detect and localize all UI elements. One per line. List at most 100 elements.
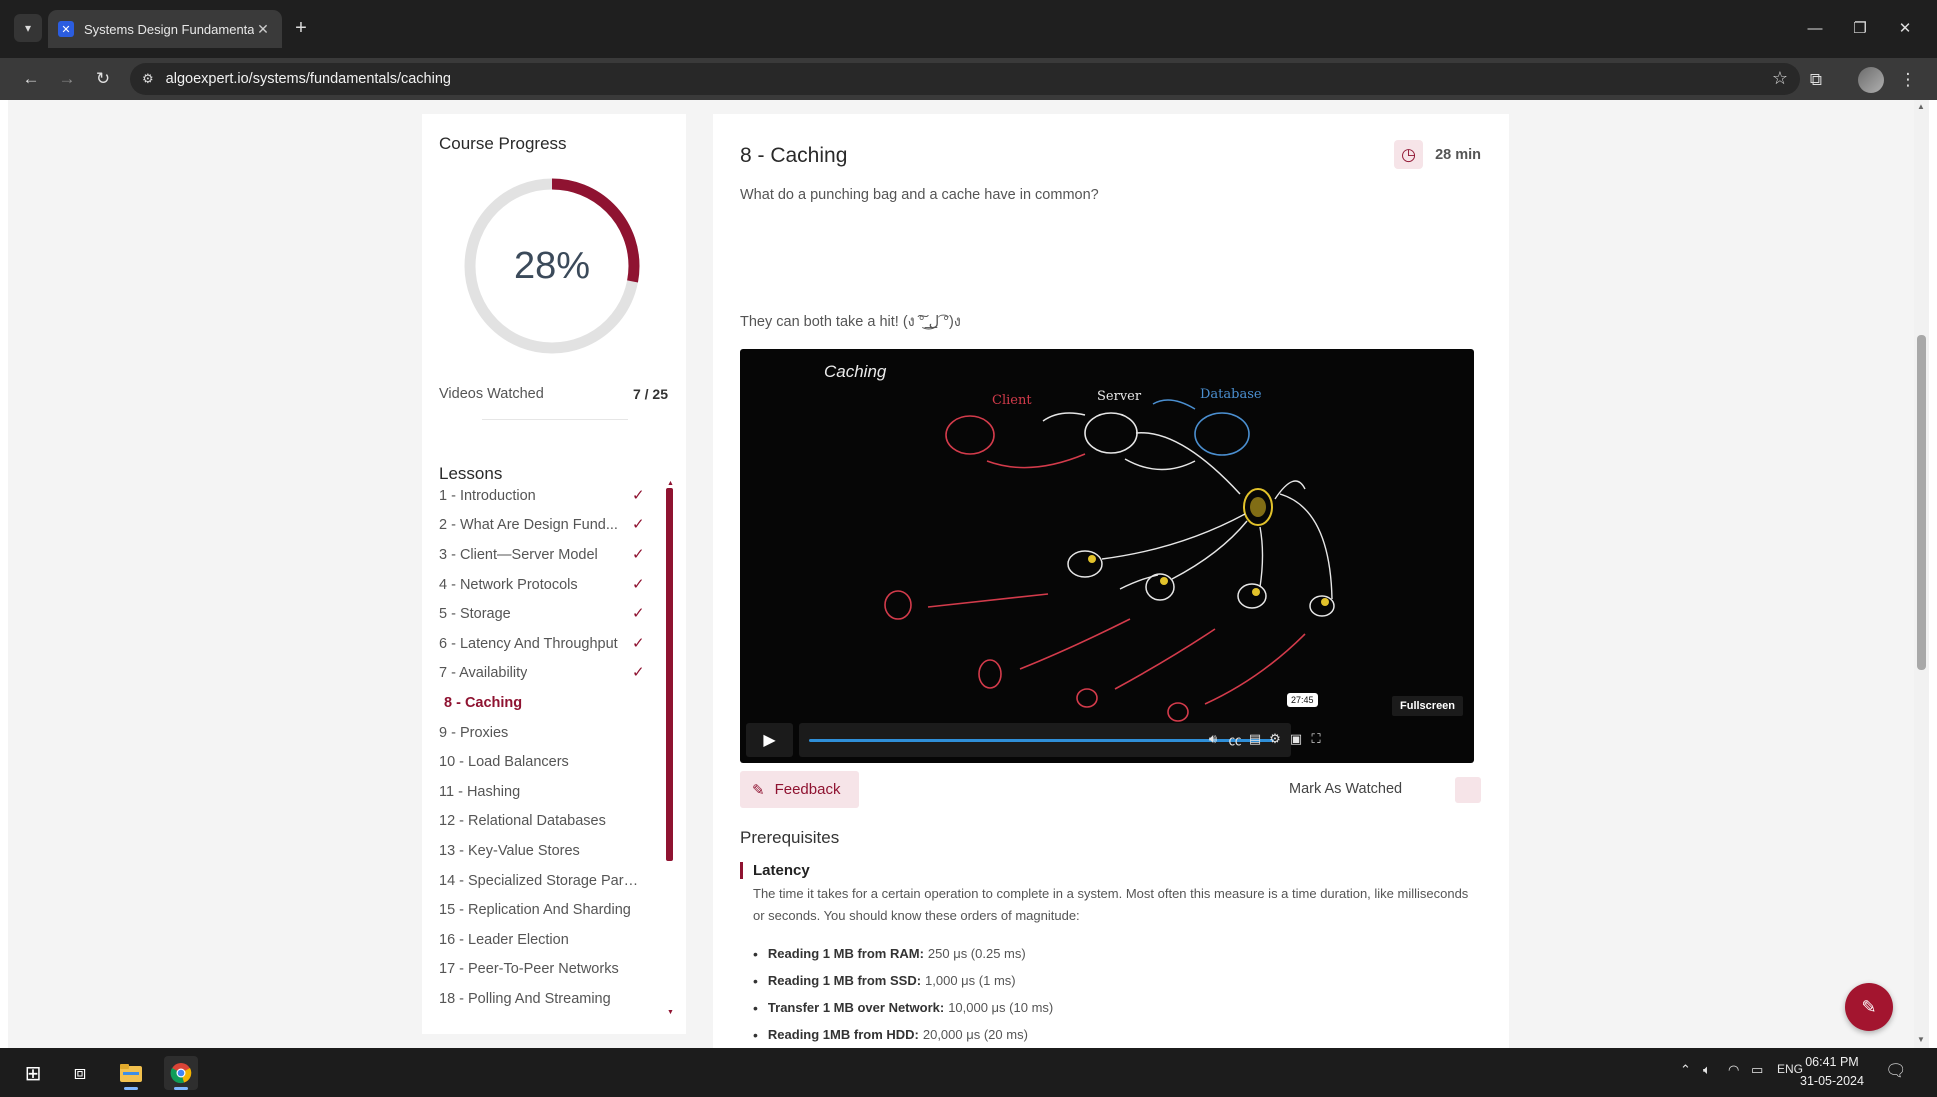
page-scroll-thumb[interactable] [1917, 335, 1926, 670]
page-scrollbar[interactable]: ▲ ▼ [1914, 100, 1929, 1048]
lesson-item[interactable]: 5 - Storage ✓ [439, 599, 654, 629]
reload-icon[interactable]: ↻ [95, 69, 111, 88]
whiteboard-server-label: Server [1097, 389, 1142, 404]
url-text[interactable]: algoexpert.io/systems/fundamentals/cachi… [165, 71, 451, 87]
checkmark-icon: ✓ [632, 664, 645, 682]
site-info-icon[interactable]: ⚙ [142, 71, 154, 86]
lessons-scroll-down-icon[interactable]: ▼ [667, 1009, 674, 1016]
lesson-joke-answer: They can both take a hit! (ง ͠° ͟ل͜ ͡°)ง [740, 314, 961, 330]
bookmark-star-icon[interactable]: ☆ [1771, 68, 1788, 88]
lesson-label: 10 - Load Balancers [439, 754, 569, 771]
notifications-icon[interactable]: 🗨︎ [1885, 1061, 1907, 1080]
captions-icon[interactable]: ㏄ [1228, 732, 1242, 748]
fullscreen-icon[interactable]: ⛶ [1311, 731, 1321, 746]
latency-description: The time it takes for a certain operatio… [753, 886, 1469, 923]
lesson-item[interactable]: 9 - Proxies [439, 718, 654, 748]
lesson-item[interactable]: 8 - Caching [439, 688, 654, 718]
lesson-item[interactable]: 18 - Polling And Streaming [439, 984, 654, 1014]
address-bar[interactable]: ⚙ algoexpert.io/systems/fundamentals/cac… [130, 63, 1800, 95]
windows-start-icon[interactable]: ⊞ [24, 1062, 42, 1085]
latency-fact-item: Reading 1MB from HDD:20,000 μs (20 ms) [753, 1021, 1072, 1048]
feedback-button[interactable]: ✎ Feedback [740, 771, 859, 808]
battery-icon[interactable]: ▭ [1751, 1062, 1764, 1077]
latency-facts-list: Reading 1 MB from RAM:250 μs (0.25 ms)Re… [753, 940, 1072, 1048]
latency-title: Latency [753, 862, 810, 879]
fact-value: 20,000 μs (20 ms) [922, 1027, 1028, 1042]
lesson-item[interactable]: 11 - Hashing [439, 777, 654, 807]
video-progress-fill [809, 739, 1274, 742]
lesson-item[interactable]: 15 - Replication And Sharding [439, 895, 654, 925]
picture-in-picture-icon[interactable]: ▣ [1289, 731, 1303, 746]
browser-titlebar: ▾ ✕ Systems Design Fundamentals | ✕ + — … [0, 0, 1937, 58]
extensions-puzzle-icon[interactable]: ⧉ [1809, 70, 1823, 89]
volume-tray-icon[interactable]: 🔈︎ [1703, 1062, 1711, 1077]
language-indicator[interactable]: ENG [1777, 1062, 1804, 1076]
lesson-label: 17 - Peer-To-Peer Networks [439, 961, 619, 978]
profile-avatar-icon[interactable] [1858, 67, 1884, 93]
restore-icon[interactable]: ❐ [1853, 20, 1867, 37]
tab-close-icon[interactable]: ✕ [257, 20, 269, 37]
volume-icon[interactable]: 🔊︎ [1208, 731, 1218, 746]
lesson-item[interactable]: 10 - Load Balancers [439, 747, 654, 777]
lesson-item[interactable]: 17 - Peer-To-Peer Networks [439, 955, 654, 985]
latency-fact-item: Reading 1 MB from SSD:1,000 μs (1 ms) [753, 967, 1072, 994]
windows-taskbar: ⊞ ⧈ ⌃ 🔈︎ ◠ ▭ ENG 06:41 PM 31-05-2024 🗨︎ [0, 1048, 1937, 1097]
latency-fact-item: Reading 1 MB from RAM:250 μs (0.25 ms) [753, 940, 1072, 967]
checkmark-icon: ✓ [632, 516, 645, 534]
lesson-label: 11 - Hashing [439, 783, 521, 800]
checkmark-icon: ✓ [632, 634, 645, 652]
scroll-up-icon[interactable]: ▲ [1917, 102, 1925, 111]
file-explorer-icon[interactable] [114, 1056, 148, 1090]
back-arrow-icon[interactable]: ← [22, 69, 40, 88]
lesson-duration: ◷ 28 min [1394, 140, 1481, 169]
lesson-label: 5 - Storage [439, 606, 511, 623]
lesson-item[interactable]: 13 - Key-Value Stores [439, 836, 654, 866]
new-tab-plus-icon[interactable]: + [295, 16, 307, 39]
tray-overflow-chevron-icon[interactable]: ⌃ [1680, 1062, 1691, 1077]
lesson-content: 8 - Caching ◷ 28 min What do a punching … [713, 114, 1509, 1048]
lesson-label: 18 - Polling And Streaming [439, 990, 611, 1007]
browser-tab-active[interactable]: ✕ Systems Design Fundamentals | ✕ [48, 10, 282, 48]
checkmark-icon: ✓ [632, 545, 645, 563]
tab-search-dropdown-icon[interactable]: ▾ [14, 14, 42, 42]
mark-as-watched-label: Mark As Watched [1289, 781, 1403, 797]
lesson-item[interactable]: 7 - Availability ✓ [439, 659, 654, 689]
lessons-scroll-up-icon[interactable]: ▲ [667, 480, 674, 487]
window-close-icon[interactable]: ✕ [1898, 20, 1912, 37]
prerequisites-title: Prerequisites [740, 828, 840, 847]
lesson-joke-question: What do a punching bag and a cache have … [740, 187, 1099, 203]
lesson-item[interactable]: 2 - What Are Design Fund... ✓ [439, 511, 654, 541]
forward-arrow-icon[interactable]: → [58, 69, 76, 88]
scroll-down-icon[interactable]: ▼ [1917, 1035, 1925, 1044]
lesson-item[interactable]: 14 - Specialized Storage Paradi... [439, 866, 654, 896]
lesson-item[interactable]: 12 - Relational Databases [439, 807, 654, 837]
fact-label: Reading 1 MB from SSD: [767, 973, 922, 988]
fact-label: Reading 1 MB from RAM: [767, 946, 924, 961]
task-view-icon[interactable]: ⧈ [73, 1061, 87, 1084]
mark-as-watched-checkbox[interactable] [1455, 777, 1481, 803]
lessons-scrollbar[interactable] [666, 488, 673, 861]
lesson-item[interactable]: 1 - Introduction ✓ [439, 481, 654, 511]
play-button[interactable]: ▶ [746, 723, 793, 757]
algoexpert-favicon-icon: ✕ [58, 21, 74, 37]
sidebar-divider [482, 419, 628, 420]
course-progress-title: Course Progress [439, 134, 567, 153]
lesson-item[interactable]: 6 - Latency And Throughput ✓ [439, 629, 654, 659]
lesson-label: 8 - Caching [444, 694, 523, 711]
lesson-item[interactable]: 4 - Network Protocols ✓ [439, 570, 654, 600]
settings-gear-icon[interactable]: ⚙ [1269, 731, 1281, 746]
taskbar-clock[interactable]: 06:41 PM 31-05-2024 [1800, 1053, 1864, 1091]
wifi-icon[interactable]: ◠ [1728, 1062, 1740, 1077]
minimize-icon[interactable]: — [1807, 19, 1823, 37]
transcript-icon[interactable]: ▤ [1248, 731, 1262, 746]
whiteboard-database-label: Database [1200, 387, 1262, 402]
video-progress-bar[interactable] [799, 723, 1291, 757]
page-viewport: Course Progress 28% Videos Watched 7 / 2… [8, 100, 1914, 1048]
video-player[interactable]: Caching Client Server Database Fullscree… [740, 349, 1474, 763]
progress-ring [464, 178, 640, 354]
browser-menu-icon[interactable]: ⋮ [1899, 70, 1917, 89]
lesson-item[interactable]: 3 - Client—Server Model ✓ [439, 540, 654, 570]
chrome-taskbar-icon[interactable] [164, 1056, 198, 1090]
notes-fab-button[interactable]: ✎ [1845, 983, 1893, 1031]
lesson-item[interactable]: 16 - Leader Election [439, 925, 654, 955]
